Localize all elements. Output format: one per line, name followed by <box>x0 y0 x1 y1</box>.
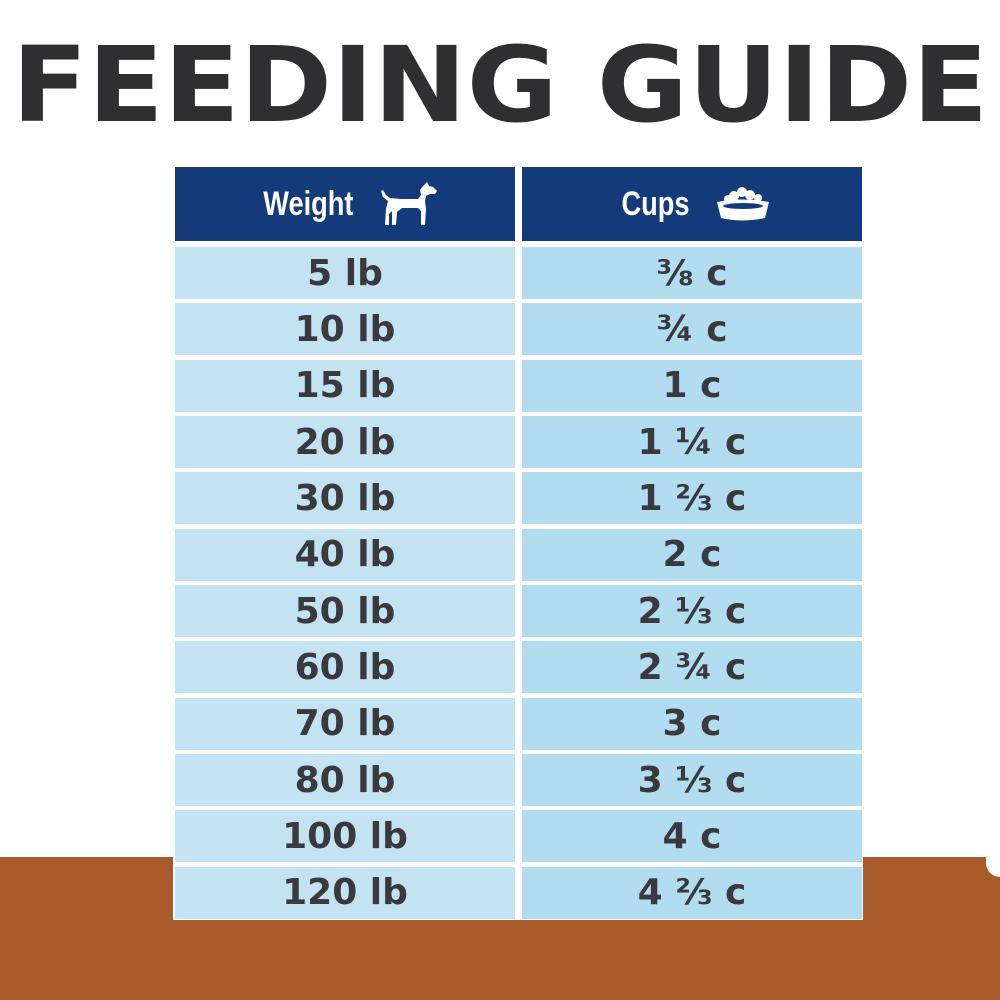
floor-corner <box>986 857 1000 877</box>
table-row: 70 lb 3 c <box>175 697 862 750</box>
weight-cell: 10 lb <box>175 303 515 356</box>
weight-cell: 100 lb <box>175 810 515 863</box>
weight-cell: 120 lb <box>175 866 515 919</box>
cups-cell: 2 c <box>522 528 862 581</box>
cups-cell: 4 ⅔ c <box>522 866 862 919</box>
cups-cell: 2 ¾ c <box>522 641 862 694</box>
dog-icon <box>380 181 438 227</box>
header-cups-label: Cups <box>621 184 689 223</box>
weight-cell: 15 lb <box>175 359 515 412</box>
table-row: 120 lb 4 ⅔ c <box>175 866 862 919</box>
weight-cell: 70 lb <box>175 697 515 750</box>
table-row: 15 lb 1 c <box>175 359 862 412</box>
cups-cell: ⅜ c <box>522 247 862 299</box>
cups-cell: 3 c <box>522 697 862 750</box>
cups-cell: 1 c <box>522 359 862 412</box>
cups-cell: 1 ¼ c <box>522 416 862 468</box>
cups-cell: 4 c <box>522 810 862 863</box>
table-row: 5 lb ⅜ c <box>175 247 862 299</box>
cups-cell: ¾ c <box>522 303 862 356</box>
weight-cell: 5 lb <box>175 247 515 299</box>
weight-cell: 80 lb <box>175 754 515 806</box>
weight-cell: 20 lb <box>175 416 515 468</box>
table-row: 60 lb 2 ¾ c <box>175 641 862 694</box>
table-row: 30 lb 1 ⅔ c <box>175 472 862 525</box>
feeding-table: Weight Cups 5 lb ⅜ c 10 lb ¾ c 15 lb 1 c 20 lb… <box>173 167 863 920</box>
header-weight: Weight <box>175 167 515 241</box>
weight-cell: 60 lb <box>175 641 515 694</box>
weight-cell: 50 lb <box>175 585 515 637</box>
cups-cell: 2 ⅓ c <box>522 585 862 637</box>
table-row: 10 lb ¾ c <box>175 303 862 356</box>
cups-cell: 1 ⅔ c <box>522 472 862 525</box>
header-weight-label: Weight <box>262 184 354 223</box>
page-title: FEEDING GUIDE <box>11 24 989 146</box>
table-row: 80 lb 3 ⅓ c <box>175 754 862 806</box>
weight-cell: 30 lb <box>175 472 515 525</box>
cups-cell: 3 ⅓ c <box>522 754 862 806</box>
weight-cell: 40 lb <box>175 528 515 581</box>
header-cups: Cups <box>522 167 862 241</box>
table-row: 40 lb 2 c <box>175 528 862 581</box>
food-bowl-icon <box>714 184 772 224</box>
table-row: 100 lb 4 c <box>175 810 862 863</box>
table-row: 50 lb 2 ⅓ c <box>175 585 862 637</box>
table-row: 20 lb 1 ¼ c <box>175 416 862 468</box>
